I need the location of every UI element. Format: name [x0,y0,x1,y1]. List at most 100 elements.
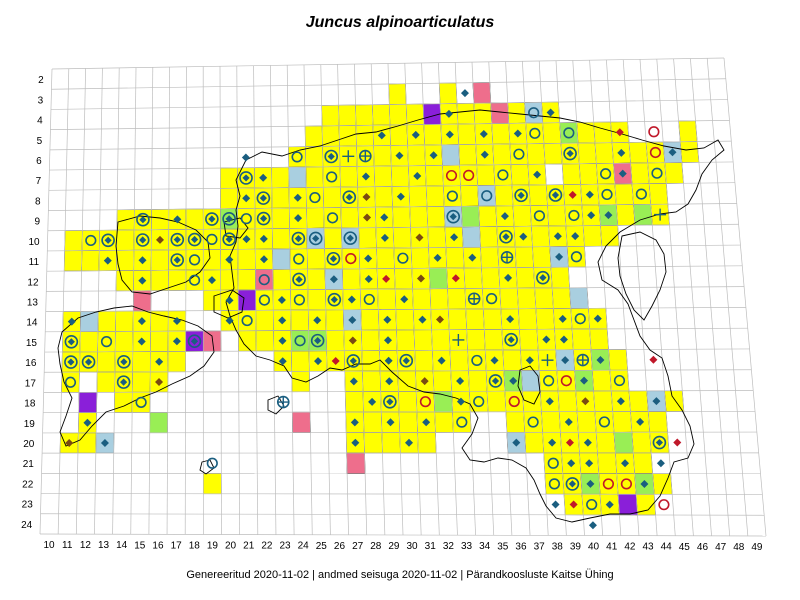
lake-vortsjarv [517,365,541,405]
marker-diamond [384,356,393,365]
marker-diamond-inner [208,215,216,223]
grid-cell-presence-25-12 [307,268,326,290]
marker-diamond-inner [259,194,267,202]
grid-cell-presence-41-6 [577,142,597,165]
marker-diamond [585,190,594,199]
grid-cell-presence-31-18 [415,391,435,413]
grid-cell-presence-17-16 [167,351,186,373]
grid-line-vertical [320,64,331,535]
marker-circle-diamond [343,231,358,245]
grid-cell-presence-38-11 [532,246,552,268]
coastline-hiiumaa [115,215,211,295]
grid-cell-presence-33-8 [443,185,462,207]
grid-cell-presence-38-13 [534,287,554,309]
grid-cell-presence-22-15 [255,330,275,352]
grid-cell-presence-15-16 [132,351,151,373]
marker-diamond [347,295,356,304]
marker-diamond [588,521,597,530]
grid-line-vertical [57,68,70,535]
grid-cell-presence-40-11 [566,246,587,268]
grid-cell-presence-26-4 [321,104,340,127]
grid-line-vertical [606,59,640,536]
grid-cell-presence-25-8 [305,187,324,209]
grid-cell-presence-14-18 [114,391,133,413]
marker-diamond [313,316,322,325]
marker-diamond [418,315,427,324]
column-label: 27 [352,541,364,552]
grid-line-vertical [130,67,137,535]
grid-cell-presence-28-19 [363,411,383,433]
marker-plus [654,208,667,221]
row-label: 13 [27,298,39,309]
marker-diamond-inner [402,357,410,365]
grid-line-horizontal [44,369,752,373]
coastline-muhu [213,289,245,319]
marker-circle [64,376,77,388]
grid-cell-presence-37-13 [517,287,537,310]
grid-cell-presence-28-5 [355,124,374,147]
marker-diamond-inner [314,337,322,345]
marker-circle [651,167,663,179]
grid-cell-presence-42-17 [609,369,630,392]
marker-diamond-inner [295,275,303,284]
marker-circle-red [463,169,475,181]
marker-diamond [559,335,568,344]
marker-diamond-inner [139,236,147,244]
marker-diamond [456,377,465,386]
marker-diamond [364,254,373,263]
marker-circle [293,294,305,306]
marker-circle [570,251,583,263]
grid-cell-presence-30-18 [398,391,418,413]
grid-cell-presence-38-21 [543,452,564,474]
marker-circle [326,212,339,224]
marker-circle [241,314,253,327]
row-label: 7 [36,176,42,187]
marker-diamond-brown [581,397,590,406]
grid-cell-presence-42-6 [594,142,614,164]
column-label: 15 [134,540,146,551]
column-label: 20 [225,541,237,552]
column-label: 12 [80,540,92,551]
grid-line-horizontal [49,161,734,171]
marker-diamond [450,233,459,242]
marker-diamond [277,295,286,304]
grid-cell-presence-31-15 [413,329,433,351]
marker-diamond-red [451,274,460,283]
marker-circle [497,169,509,181]
marker-circle [291,151,303,163]
grid-line-horizontal [48,203,737,211]
grid-line-vertical [303,64,313,535]
grid-cell-presence-37-19 [523,411,543,433]
marker-diamond-inner [507,336,515,344]
grid-cell-presence-31-16 [414,350,434,372]
marker-diamond [242,235,251,244]
marker-circle [206,457,218,469]
marker-circle [206,233,218,245]
marker-circle-diamond [399,353,414,368]
grid-cell-presence-31-20 [417,432,437,454]
marker-diamond [656,459,665,468]
marker-diamond [259,173,268,182]
marker-circle-diamond [222,232,237,247]
marker-diamond-inner [67,358,75,366]
footer-credits: Genereeritud 2020-11-02 | andmed seisuga… [186,569,614,581]
grid-cell-light-green-40-5 [559,122,579,144]
lake-peipus [617,231,667,321]
grid-cell-presence-37-12 [515,267,535,289]
row-label: 3 [38,95,44,106]
grid-cell-presence-31-4 [405,103,425,126]
marker-plus [342,150,355,163]
marker-circle [446,190,458,202]
grid-cell-presence-40-9 [564,204,584,227]
grid-cell-presence-36-18 [504,390,524,413]
grid-cell-presence-35-11 [480,246,500,269]
grid-cell-presence-27-7 [339,166,358,188]
marker-diamond [512,438,521,447]
grid-cell-presence-44-6 [628,141,648,164]
grid-cell-presence-16-11 [150,249,169,271]
grid-cell-presence-41-10 [582,225,603,247]
grid-cell-presence-30-4 [389,104,408,126]
marker-diamond [138,276,147,285]
grid-cell-presence-33-13 [447,288,467,310]
grid-line-vertical [622,59,658,536]
